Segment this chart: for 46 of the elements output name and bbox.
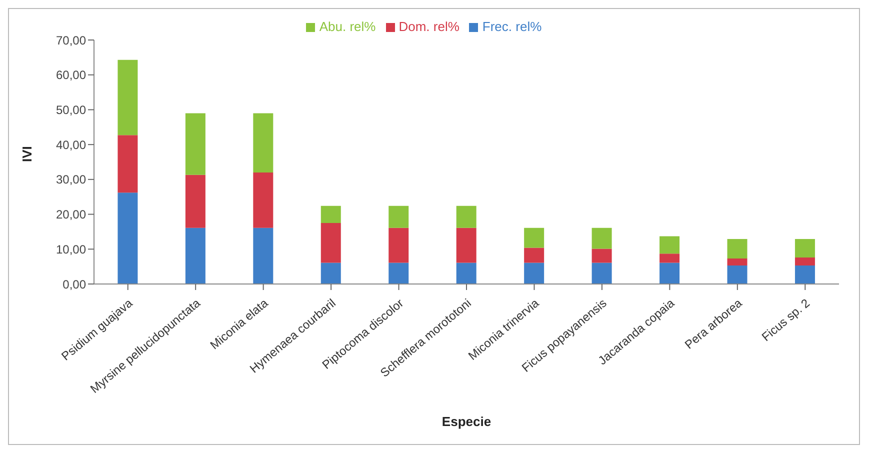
bar <box>253 172 274 228</box>
bar <box>388 228 409 263</box>
bar <box>388 206 409 228</box>
bar <box>524 248 544 263</box>
bar <box>320 206 341 223</box>
bar <box>660 262 680 284</box>
y-tick-label: 50,00 <box>56 102 86 117</box>
x-axis-title: Especie <box>442 414 492 429</box>
bar <box>388 262 409 284</box>
y-axis-title: IVI <box>20 146 35 162</box>
bar <box>524 262 544 284</box>
bar <box>592 248 612 263</box>
bar <box>660 236 680 254</box>
bar <box>456 262 476 284</box>
bar <box>253 228 274 284</box>
bar <box>185 113 206 175</box>
bar <box>660 254 680 263</box>
y-tick-label: 70,00 <box>56 33 86 48</box>
bar <box>727 266 748 284</box>
bar <box>794 239 815 258</box>
bar <box>320 223 341 263</box>
bar <box>592 228 612 249</box>
legend-label: Frec. rel% <box>482 19 542 34</box>
y-tick-label: 0,00 <box>62 277 86 292</box>
legend-label: Dom. rel% <box>398 19 460 34</box>
bar <box>456 228 476 263</box>
bar <box>118 192 138 284</box>
bar <box>118 135 138 193</box>
y-tick-label: 10,00 <box>56 242 86 256</box>
bar <box>592 262 612 284</box>
y-tick-label: 60,00 <box>56 68 86 82</box>
bar <box>727 239 748 259</box>
bar <box>185 174 206 228</box>
y-tick-label: 20,00 <box>56 208 86 222</box>
bar <box>185 228 206 284</box>
y-tick-label: 40,00 <box>56 138 86 152</box>
bar <box>794 258 815 266</box>
legend-label: Abu. rel% <box>319 19 376 34</box>
y-tick-label: 30,00 <box>56 172 86 187</box>
bar <box>320 262 341 284</box>
bar <box>118 60 138 136</box>
bar <box>727 258 748 266</box>
bar <box>253 113 274 172</box>
bar <box>456 206 476 228</box>
bar <box>794 266 815 284</box>
bar <box>524 228 544 248</box>
